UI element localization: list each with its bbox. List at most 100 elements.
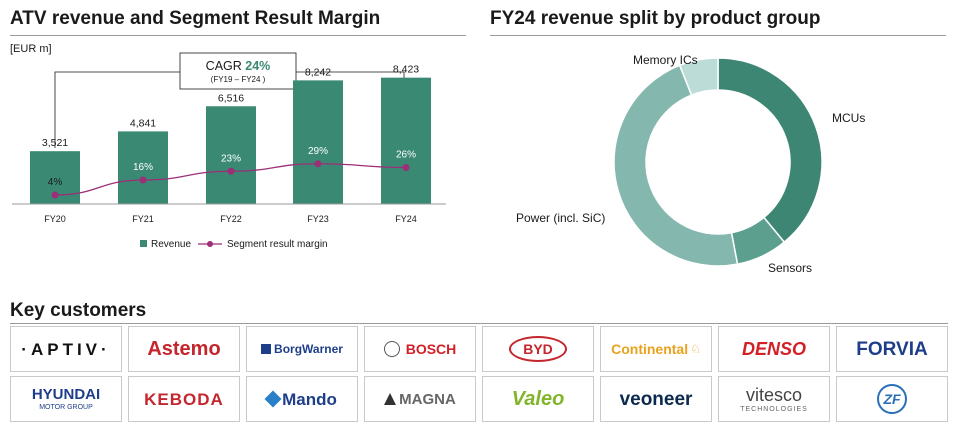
donut-slice-label: Sensors	[768, 261, 812, 275]
logo-denso-text: DENSO	[741, 339, 806, 359]
logo-bosch-text: BOSCH	[405, 341, 457, 357]
logo-vitesco: vitesco TECHNOLOGIES	[718, 376, 830, 422]
margin-point	[314, 160, 322, 168]
cagr-period: (FY19 – FY24 )	[211, 75, 266, 84]
logo-byd-text: BYD	[523, 341, 553, 357]
logo-mando-text: Mando	[282, 389, 337, 409]
logo-continental: Continental ♘	[600, 326, 712, 372]
donut-labels: MCUs Sensors Power (incl. SiC) Memory ICs	[516, 53, 865, 275]
logo-mando: Mando	[246, 376, 358, 422]
logo-veoneer-text: veoneer	[619, 388, 693, 410]
logo-borgwarner-text: BorgWarner	[274, 342, 343, 356]
margin-value-label: 4%	[48, 177, 63, 188]
revenue-bar	[381, 77, 431, 204]
logo-hyundai-text: HYUNDAI	[31, 386, 101, 403]
revenue-value-label: 6,516	[218, 92, 244, 104]
margin-line-layer: 4% 16% 23% 29% 26%	[48, 146, 416, 199]
logo-keboda-text: KEBODA	[144, 389, 224, 409]
legend-revenue-label: Revenue	[151, 239, 191, 250]
logo-zf-text: ZF	[883, 391, 901, 407]
margin-value-label: 26%	[396, 150, 416, 161]
donut-slice-label: MCUs	[832, 111, 865, 125]
left-panel-title: ATV revenue and Segment Result Margin	[10, 8, 381, 29]
logo-row-2: HYUNDAI MOTOR GROUP KEBODA Mando MAGNA V…	[10, 376, 948, 422]
legend-margin-label: Segment result margin	[227, 239, 328, 250]
logo-magna: MAGNA	[364, 376, 476, 422]
logo-zf: ZF	[836, 376, 948, 422]
customers-divider	[10, 323, 948, 324]
zf-circle-icon: ZF	[877, 384, 907, 414]
magna-mark-icon	[384, 393, 397, 405]
logo-continental-text: Continental	[611, 341, 689, 357]
logo-vitesco-subtext: TECHNOLOGIES	[740, 405, 808, 413]
unit-label: [EUR m]	[10, 43, 52, 55]
margin-value-label: 29%	[308, 146, 328, 157]
borgwarner-mark-icon	[261, 344, 272, 354]
margin-point	[51, 191, 59, 199]
revenue-value-label: 8,242	[305, 66, 331, 78]
legend-margin-marker	[207, 241, 213, 247]
logo-veoneer: veoneer	[600, 376, 712, 422]
logo-valeo: Valeo	[482, 376, 594, 422]
revenue-bar	[293, 80, 343, 204]
logo-valeo-text: Valeo	[511, 388, 565, 410]
logo-keboda: KEBODA	[128, 376, 240, 422]
right-panel-title: FY24 revenue split by product group	[490, 8, 821, 29]
logo-forvia-text: FORVIA	[856, 338, 928, 360]
bosch-armature-icon	[383, 341, 400, 357]
x-tick-label: FY23	[307, 214, 329, 224]
logo-hyundai-subtext: MOTOR GROUP	[39, 404, 93, 411]
margin-value-label: 23%	[221, 153, 241, 164]
continental-horse-icon: ♘	[690, 342, 701, 356]
revenue-bar	[118, 131, 168, 204]
logo-borgwarner: BorgWarner	[246, 326, 358, 372]
right-title-divider	[490, 35, 946, 36]
donut-slice	[613, 64, 739, 267]
x-tick-layer: FY20 FY21 FY22 FY23 FY24	[44, 214, 417, 224]
logo-vitesco-text: vitesco	[745, 384, 803, 405]
cagr-text: CAGR 24%	[206, 59, 271, 73]
revenue-value-label: 3,521	[42, 137, 68, 149]
cagr-connector-left	[54, 71, 180, 148]
logo-forvia: FORVIA	[836, 326, 948, 372]
cagr-callout: CAGR 24% (FY19 – FY24 )	[54, 52, 408, 148]
left-title-divider	[10, 35, 466, 36]
logo-row-1: ·APTIV· Astemo BorgWarner BOSCH BYD Cont…	[10, 326, 948, 372]
revenue-chart: CAGR 24% (FY19 – FY24 ) 3,521 4,841 6,516 8…	[12, 52, 446, 250]
margin-value-label: 16%	[133, 162, 153, 173]
revenue-value-label: 4,841	[130, 117, 156, 129]
logo-astemo: Astemo	[128, 326, 240, 372]
donut-slice-label: Power (incl. SiC)	[516, 211, 605, 225]
donut-slice-label: Memory ICs	[633, 53, 698, 67]
x-tick-label: FY22	[220, 214, 242, 224]
margin-point	[139, 176, 147, 184]
mando-mark-icon	[264, 390, 282, 408]
logo-astemo-text: Astemo	[147, 338, 221, 360]
customer-logo-grid: ·APTIV· Astemo BorgWarner BOSCH BYD Cont…	[10, 326, 948, 426]
x-tick-label: FY24	[395, 214, 417, 224]
logo-bosch: BOSCH	[364, 326, 476, 372]
logo-magna-text: MAGNA	[399, 390, 456, 408]
margin-point	[402, 164, 410, 171]
logo-aptiv-text: ·APTIV·	[21, 339, 111, 359]
customers-title: Key customers	[10, 300, 147, 321]
donut-slices	[613, 57, 823, 267]
donut-slice	[717, 57, 823, 244]
chart-legend: Revenue Segment result margin	[140, 239, 328, 250]
donut-slice	[678, 57, 719, 97]
revenue-bar	[206, 106, 256, 204]
revenue-value-label: 8,423	[393, 64, 419, 76]
bars-layer: 3,521 4,841 6,516 8,242 8,423	[30, 64, 431, 204]
legend-revenue-swatch	[140, 240, 147, 247]
logo-hyundai: HYUNDAI MOTOR GROUP	[10, 376, 122, 422]
logo-aptiv: ·APTIV·	[10, 326, 122, 372]
x-tick-label: FY20	[44, 214, 66, 224]
cagr-box	[179, 52, 297, 90]
x-tick-label: FY21	[132, 214, 154, 224]
product-split-donut: MCUs Sensors Power (incl. SiC) Memory ICs	[516, 53, 865, 275]
cagr-connector-right	[296, 71, 405, 80]
logo-denso: DENSO	[718, 326, 830, 372]
byd-oval-icon: BYD	[509, 336, 567, 362]
logo-byd: BYD	[482, 326, 594, 372]
margin-point	[227, 167, 235, 175]
